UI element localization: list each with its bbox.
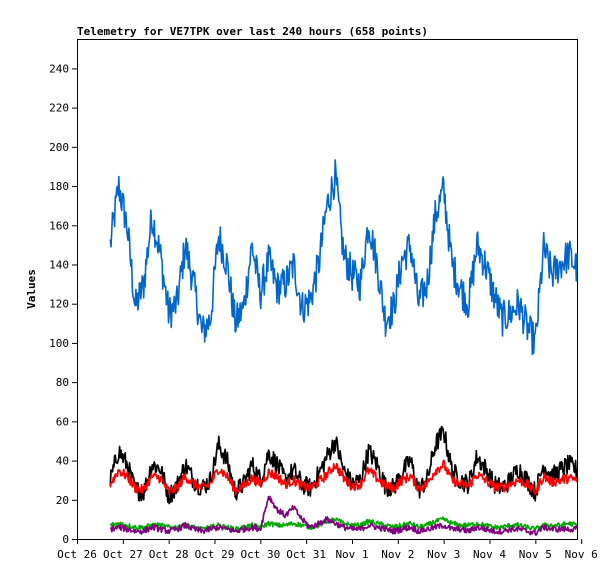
x-tick-label: Oct 30 <box>240 548 280 561</box>
y-tick-label: 40 <box>56 455 69 468</box>
y-axis: 0 20 40 60 80 100 120 140 160 180 200 220 240 <box>49 62 77 546</box>
x-tick-label: Nov 1 <box>335 548 368 561</box>
series-line-5 <box>109 495 578 536</box>
x-tick-label: Oct 31 <box>286 548 326 561</box>
x-tick-label: Oct 29 <box>195 548 235 561</box>
x-tick-label: Nov 4 <box>473 548 506 561</box>
x-axis: Oct 26 Oct 27 Oct 28 Oct 29 Oct 30 Oct 31 Nov … <box>57 539 598 561</box>
x-tick-label: Oct 28 <box>149 548 189 561</box>
y-tick-label: 220 <box>49 102 69 115</box>
x-tick-label: Oct 27 <box>103 548 143 561</box>
x-tick-label: Nov 6 <box>565 548 598 561</box>
y-tick-label: 0 <box>62 533 69 546</box>
y-tick-label: 100 <box>49 337 69 350</box>
x-tick-label: Nov 3 <box>427 548 460 561</box>
series-layer <box>109 159 578 536</box>
y-tick-label: 80 <box>56 376 69 389</box>
series-line-2 <box>109 425 578 505</box>
y-axis-title: Values <box>25 269 38 309</box>
x-tick-label: Nov 2 <box>381 548 414 561</box>
series-line-1 <box>109 159 578 356</box>
plot-area-frame <box>77 39 578 540</box>
y-tick-label: 180 <box>49 180 69 193</box>
y-tick-label: 120 <box>49 298 69 311</box>
y-tick-label: 20 <box>56 494 69 507</box>
x-tick-label: Nov 5 <box>519 548 552 561</box>
chart-title: Telemetry for VE7TPK over last 240 hours… <box>77 25 428 38</box>
x-tick-label: Oct 26 <box>57 548 97 561</box>
y-tick-label: 60 <box>56 415 69 428</box>
series-line-3 <box>109 459 578 495</box>
y-tick-label: 240 <box>49 62 69 75</box>
y-tick-label: 140 <box>49 258 69 271</box>
y-tick-label: 200 <box>49 141 69 154</box>
y-tick-label: 160 <box>49 219 69 232</box>
